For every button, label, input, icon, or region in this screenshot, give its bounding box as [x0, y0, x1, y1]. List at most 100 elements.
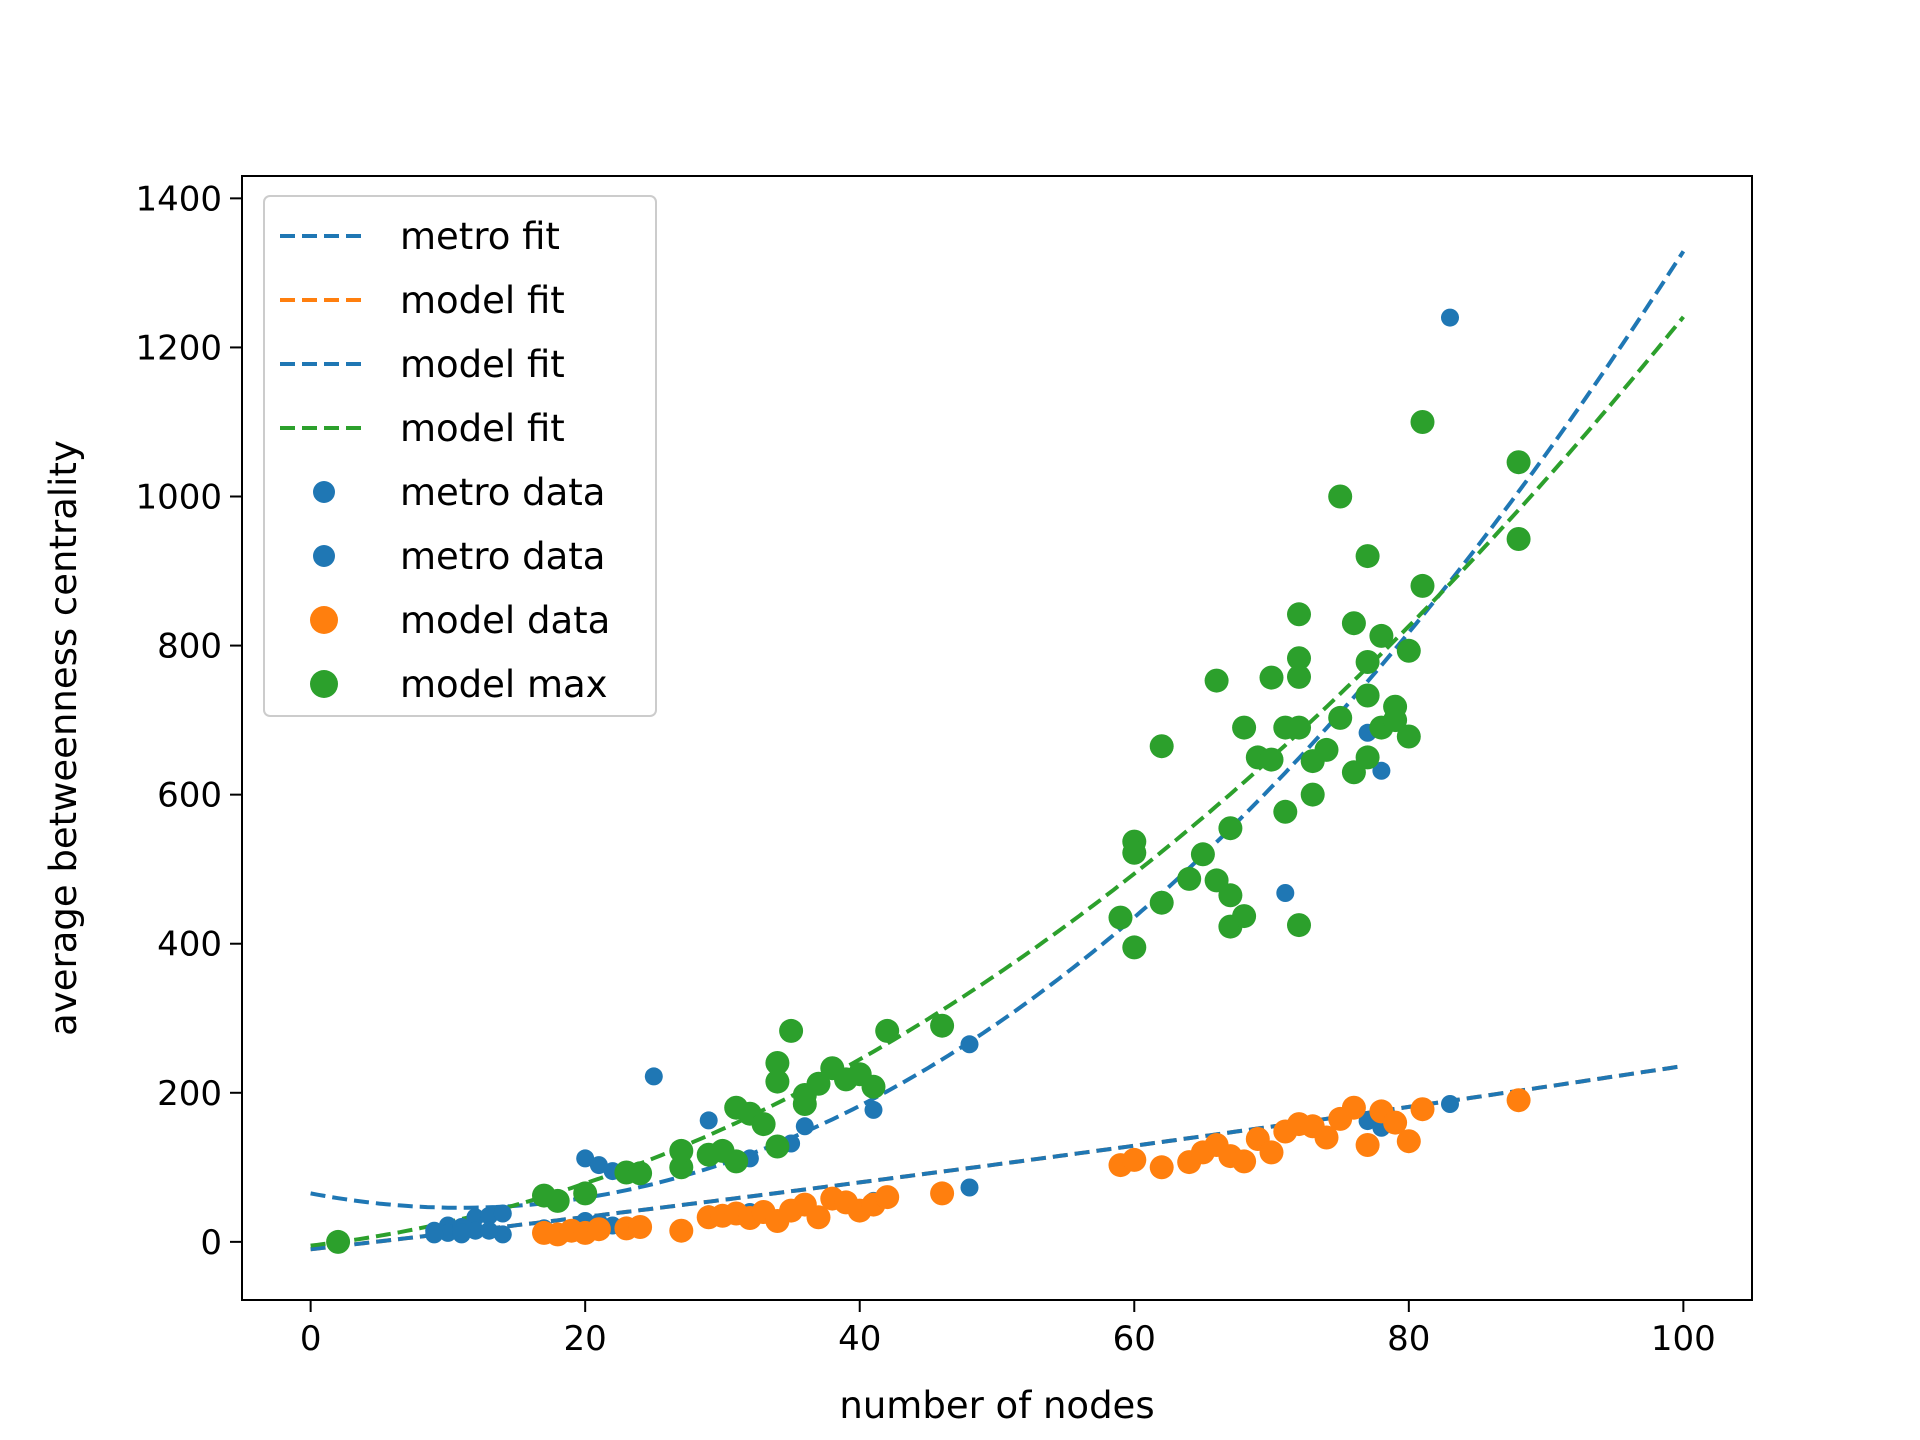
data-point-series-3: [573, 1181, 598, 1206]
data-point-series-3: [875, 1018, 900, 1043]
legend-label: metro fit: [400, 215, 560, 258]
y-tick-label: 1000: [135, 478, 222, 518]
data-point-series-3: [779, 1018, 804, 1043]
legend-label: model fit: [400, 279, 565, 322]
x-tick-label: 100: [1651, 1319, 1716, 1359]
data-point-series-0: [864, 1100, 883, 1119]
data-point-series-0: [795, 1117, 814, 1136]
data-point-series-3: [1149, 890, 1174, 915]
data-point-series-3: [1232, 715, 1257, 740]
plot-frame: [241, 175, 1753, 1301]
data-point-series-3: [1218, 883, 1243, 908]
legend-swatch: [310, 670, 338, 698]
data-point-series-3: [669, 1138, 694, 1163]
data-point-series-3: [1355, 544, 1380, 569]
data-point-series-2: [669, 1218, 694, 1243]
data-point-series-3: [724, 1149, 749, 1174]
data-point-series-2: [1149, 1155, 1174, 1180]
data-point-series-3: [1506, 527, 1531, 551]
data-point-series-3: [751, 1112, 776, 1137]
data-point-series-3: [1190, 842, 1215, 867]
data-point-series-3: [1355, 650, 1380, 674]
data-point-series-3: [1122, 840, 1147, 865]
data-point-series-3: [1149, 734, 1174, 759]
data-point-series-3: [1383, 708, 1408, 733]
data-point-series-3: [1355, 683, 1380, 708]
y-tick-label: 0: [200, 1223, 222, 1263]
data-point-series-2: [628, 1215, 653, 1239]
legend-label: model fit: [400, 407, 565, 450]
data-point-series-1: [960, 1178, 979, 1197]
data-point-series-0: [480, 1206, 499, 1225]
data-point-series-3: [806, 1071, 831, 1096]
data-point-series-3: [1328, 484, 1353, 509]
y-tick-label: 800: [157, 627, 222, 667]
data-point-series-2: [1341, 1095, 1366, 1120]
y-axis-label: average betweenness centrality: [42, 440, 85, 1036]
data-point-series-3: [669, 1155, 694, 1180]
data-point-series-3: [1396, 724, 1421, 749]
data-point-series-0: [699, 1111, 718, 1130]
legend-swatch: [310, 606, 338, 634]
data-point-series-3: [628, 1161, 653, 1186]
data-point-series-3: [1341, 611, 1366, 636]
data-point-series-3: [545, 1188, 570, 1213]
data-point-series-2: [1232, 1149, 1257, 1174]
x-tick-label: 40: [838, 1319, 881, 1359]
data-point-series-3: [1506, 450, 1531, 475]
data-point-series-0: [466, 1221, 485, 1240]
data-point-series-3: [1287, 602, 1311, 627]
data-point-series-3: [861, 1074, 886, 1099]
data-point-series-0: [576, 1149, 595, 1168]
data-point-series-0: [1441, 308, 1459, 327]
data-point-series-2: [930, 1181, 955, 1206]
y-tick-label: 1200: [135, 328, 222, 368]
data-point-series-0: [589, 1156, 608, 1175]
data-point-series-0: [493, 1204, 512, 1223]
data-point-series-3: [1314, 737, 1339, 762]
y-tick-label: 600: [157, 776, 222, 816]
data-point-series-3: [1122, 935, 1147, 960]
y-axis: 0 200 400 600 800 1000 1200 1400: [135, 179, 242, 1263]
data-point-series-0: [1372, 761, 1391, 780]
data-point-series-3: [1328, 705, 1353, 730]
data-point-series-2: [1506, 1088, 1531, 1113]
data-points: [326, 308, 1531, 1254]
data-point-series-3: [1300, 782, 1325, 807]
data-point-series-3: [765, 1069, 790, 1094]
legend-label: model fit: [400, 343, 565, 386]
data-point-series-3: [1355, 745, 1380, 770]
data-point-series-2: [1410, 1097, 1435, 1122]
data-point-series-2: [875, 1185, 900, 1210]
y-tick-label: 200: [157, 1074, 222, 1114]
data-point-series-3: [326, 1229, 351, 1254]
legend-label: metro data: [400, 471, 605, 514]
data-point-series-3: [1369, 623, 1394, 648]
data-point-series-2: [806, 1205, 831, 1230]
data-point-series-1: [425, 1225, 444, 1244]
data-point-series-1: [1441, 1095, 1459, 1113]
y-tick-label: 400: [157, 925, 222, 965]
data-point-series-2: [1383, 1110, 1408, 1135]
legend-label: model max: [400, 663, 608, 706]
data-point-series-3: [1396, 638, 1421, 663]
legend-swatch: [313, 481, 335, 503]
data-point-series-0: [466, 1208, 485, 1227]
x-axis: 0 20 40 60 80 100: [300, 1300, 1716, 1359]
data-point-series-0: [1276, 884, 1295, 902]
data-point-series-0: [960, 1035, 979, 1054]
data-point-series-3: [1108, 905, 1133, 930]
data-point-series-2: [1122, 1147, 1147, 1172]
y-tick-label: 1400: [135, 179, 222, 219]
x-tick-label: 60: [1113, 1319, 1156, 1359]
data-point-series-3: [1232, 904, 1257, 929]
data-point-series-3: [1410, 410, 1435, 434]
legend: metro fit model fit model fit model fit metr…: [263, 195, 657, 717]
data-point-series-1: [480, 1221, 499, 1240]
fit-line-2: [310, 1064, 1684, 1252]
x-tick-label: 20: [564, 1319, 607, 1359]
data-point-series-3: [1287, 664, 1311, 689]
data-point-series-3: [1259, 665, 1284, 690]
x-tick-label: 80: [1387, 1319, 1430, 1359]
